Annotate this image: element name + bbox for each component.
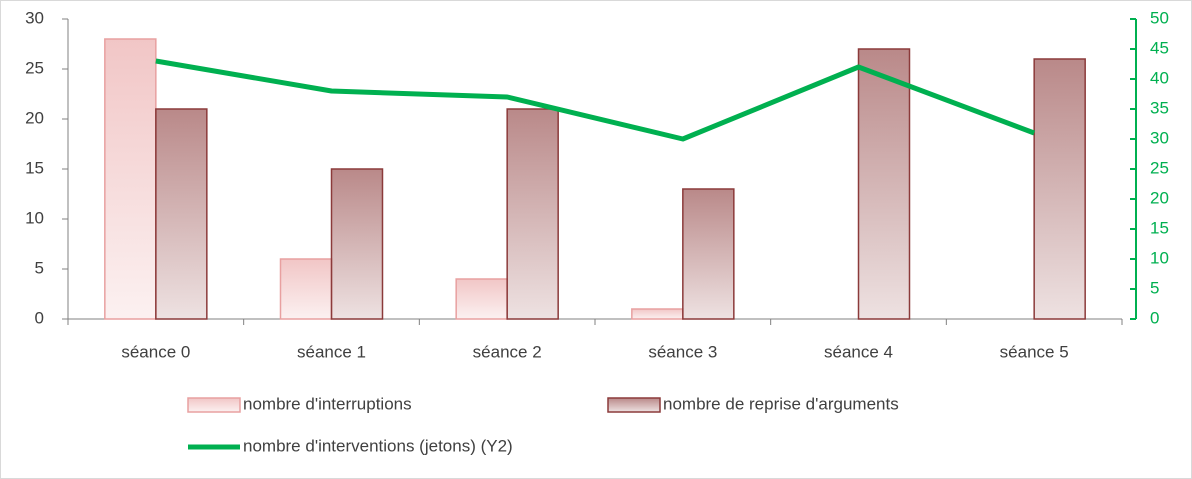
x-tick-label: séance 1 — [297, 342, 366, 361]
y-tick-label: 25 — [25, 58, 44, 77]
bar — [155, 108, 208, 320]
legend-swatch — [187, 397, 241, 413]
bar — [104, 38, 157, 320]
y2-tick-label: 10 — [1150, 248, 1169, 267]
bar — [631, 308, 684, 320]
bar — [455, 278, 508, 320]
y-tick-label: 0 — [35, 308, 44, 327]
bar — [682, 188, 735, 320]
x-tick-label: séance 5 — [1000, 342, 1069, 361]
bar — [279, 258, 333, 320]
legend-label: nombre d'interruptions — [243, 394, 412, 413]
y2-tick-label: 0 — [1150, 308, 1159, 327]
bar — [330, 168, 384, 320]
y-tick-label: 20 — [25, 108, 44, 127]
y-tick-label: 10 — [25, 208, 44, 227]
bar — [506, 108, 559, 320]
x-tick-label: séance 3 — [648, 342, 717, 361]
legend-label: nombre de reprise d'arguments — [663, 394, 899, 413]
legend-label: nombre d'interventions (jetons) (Y2) — [243, 436, 513, 455]
bar — [1033, 58, 1086, 320]
y2-tick-label: 35 — [1150, 98, 1169, 117]
y-tick-label: 5 — [35, 258, 44, 277]
x-tick-label: séance 4 — [824, 342, 893, 361]
x-tick-label: séance 2 — [473, 342, 542, 361]
y2-tick-label: 50 — [1150, 8, 1169, 27]
y2-tick-label: 30 — [1150, 128, 1169, 147]
x-tick-label: séance 0 — [121, 342, 190, 361]
y2-tick-label: 40 — [1150, 68, 1169, 87]
y2-tick-label: 5 — [1150, 278, 1159, 297]
y2-tick-label: 45 — [1150, 38, 1169, 57]
y2-tick-label: 25 — [1150, 158, 1169, 177]
legend-swatch — [607, 397, 661, 413]
y-tick-label: 30 — [25, 8, 44, 27]
y2-tick-label: 20 — [1150, 188, 1169, 207]
bar — [857, 48, 911, 320]
y-tick-label: 15 — [25, 158, 44, 177]
line-series — [155, 58, 1036, 142]
y2-tick-label: 15 — [1150, 218, 1169, 237]
